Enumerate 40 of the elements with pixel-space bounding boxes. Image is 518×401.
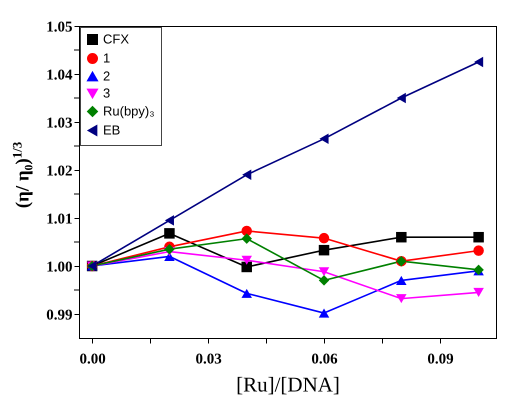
y-tick-label: 1.03 — [46, 116, 72, 132]
y-tick-label: 1.00 — [46, 260, 72, 276]
point — [318, 267, 330, 276]
x-tick-label: 0.06 — [311, 352, 338, 368]
point — [473, 288, 484, 297]
point — [318, 308, 330, 318]
x-tick-label: 0.03 — [195, 352, 222, 368]
point — [241, 226, 252, 236]
point — [318, 275, 330, 286]
point — [164, 215, 174, 226]
point — [241, 262, 252, 272]
point — [318, 232, 330, 244]
point — [241, 288, 252, 298]
point — [396, 232, 407, 242]
y-tick-label: 1.01 — [46, 212, 72, 228]
point — [396, 294, 407, 304]
point — [164, 228, 175, 239]
point — [474, 56, 484, 68]
legend-label: EB — [103, 122, 120, 138]
y-tick-label: 1.02 — [46, 164, 72, 180]
point — [319, 134, 329, 144]
x-tick-label: 0.00 — [80, 352, 106, 368]
point — [318, 244, 330, 256]
legend-label: 1 — [103, 50, 110, 66]
point — [242, 170, 252, 180]
legend-label: Ru(bpy)₃ — [103, 104, 155, 118]
x-tick-label: 0.09 — [427, 352, 454, 368]
legend-label: CFX — [103, 32, 130, 46]
legend-label: 3 — [103, 86, 110, 100]
point — [473, 232, 484, 242]
y-tick-label: 1.04 — [46, 68, 73, 84]
point — [396, 276, 407, 285]
point — [473, 245, 484, 256]
point — [396, 92, 406, 104]
y-tick-label: 1.05 — [46, 20, 72, 36]
legend-label: 2 — [103, 68, 110, 84]
x-axis-title: [Ru]/[DNA] — [236, 372, 340, 396]
y-tick-label: 0.99 — [46, 308, 72, 324]
point — [241, 233, 252, 244]
point — [241, 256, 252, 265]
